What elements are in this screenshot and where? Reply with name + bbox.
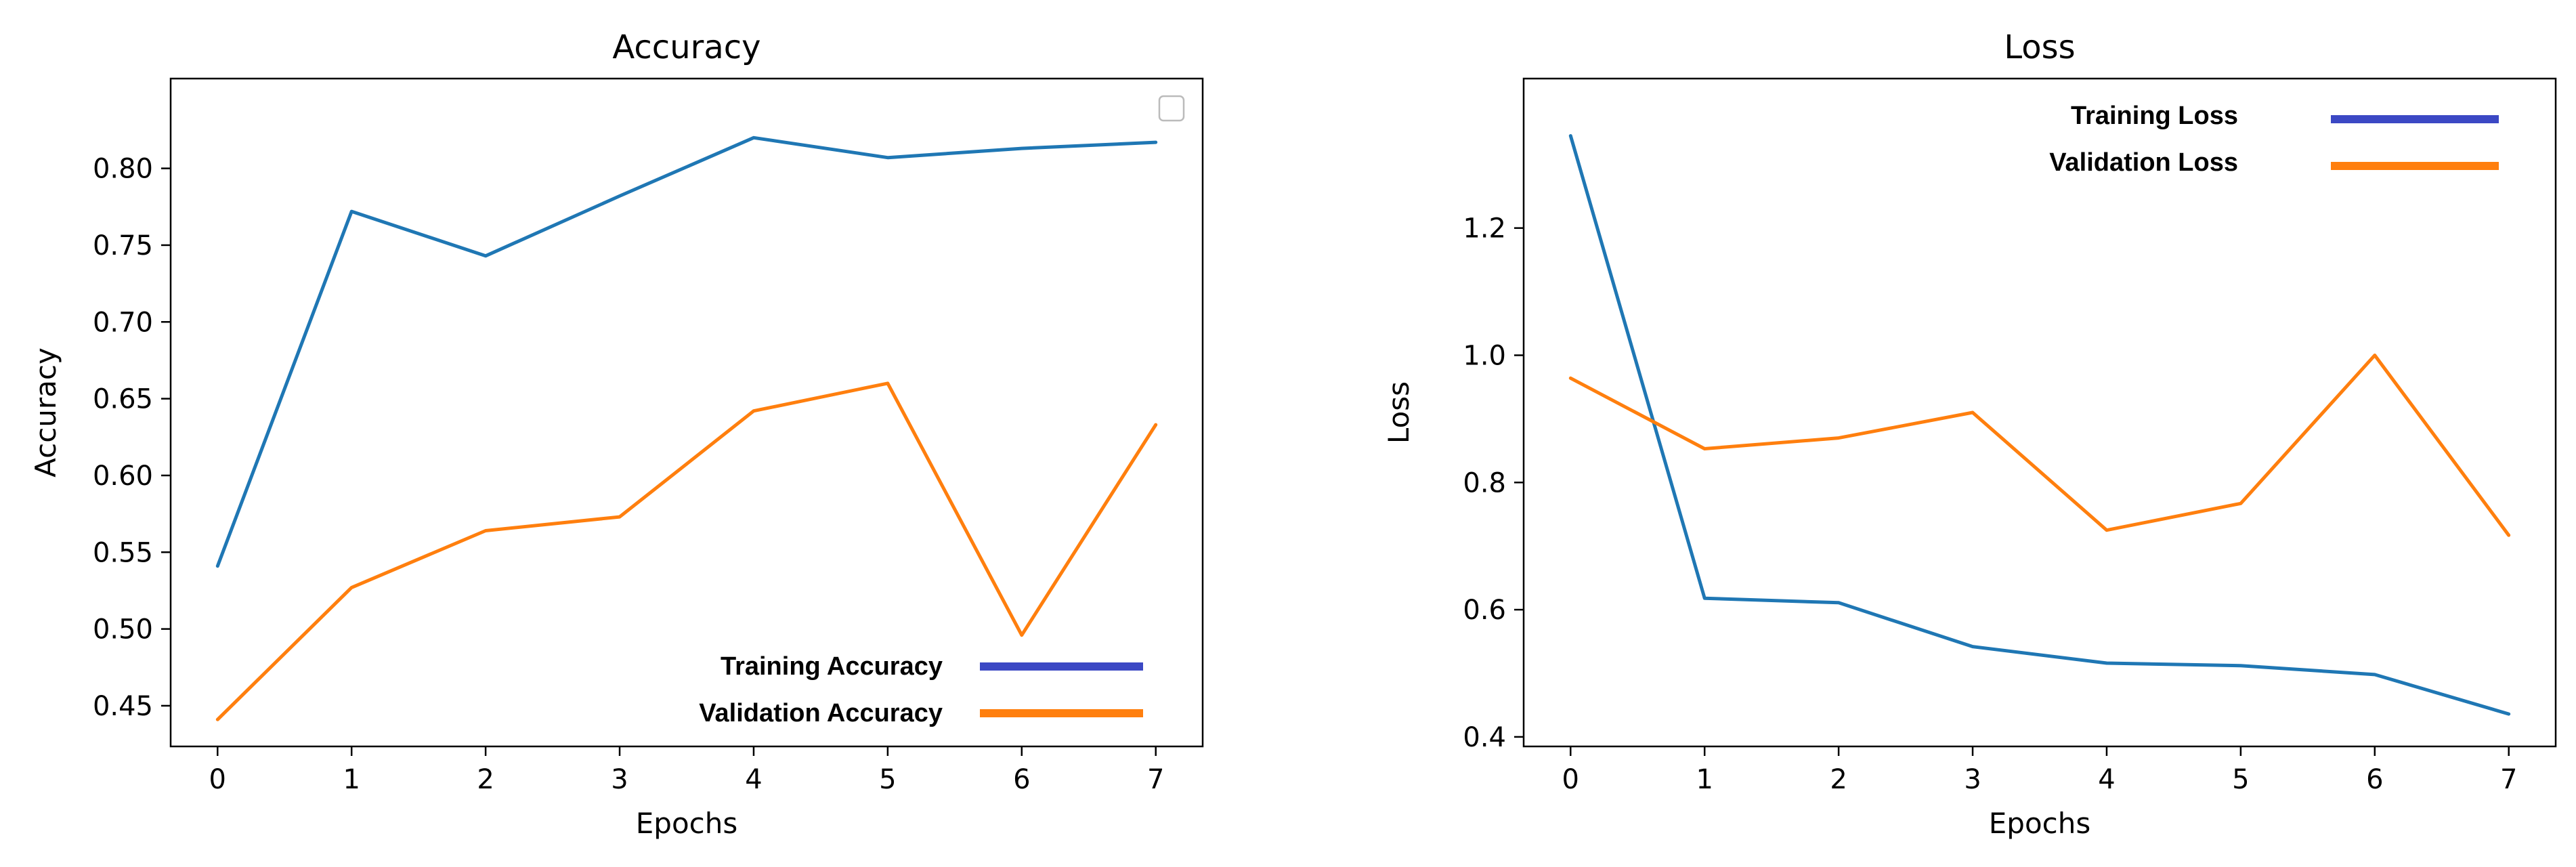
x-tick-label: 5 <box>879 764 896 795</box>
y-tick-label: 0.70 <box>93 307 153 338</box>
x-tick-label: 0 <box>209 764 226 795</box>
legend: Training Loss Validation Loss <box>2049 102 2499 177</box>
x-tick-label: 2 <box>1830 764 1847 795</box>
validation-accuracy-line <box>215 381 1158 721</box>
y-tick-label: 0.80 <box>93 154 153 185</box>
y-axis-label: Accuracy <box>29 347 62 478</box>
x-tick-label: 0 <box>1562 764 1579 795</box>
y-tick-label: 1.2 <box>1463 213 1506 245</box>
x-tick-label: 7 <box>2500 764 2517 795</box>
y-tick-label: 0.65 <box>93 384 153 415</box>
y-tick-label: 1.0 <box>1463 340 1506 371</box>
y-tick-label: 0.6 <box>1463 595 1506 626</box>
x-tick-label: 6 <box>2366 764 2383 795</box>
loss-chart: Loss 0 1 2 3 4 5 6 7 0.4 0.6 0.8 1.0 1.2 Epochs Loss Tra… <box>1382 28 2557 840</box>
x-tick-label: 3 <box>611 764 628 795</box>
x-axis-label: Epochs <box>636 807 738 840</box>
validation-loss-legend-label: Validation Loss <box>2049 148 2238 177</box>
legend: Training Accuracy Validation Accuracy <box>699 652 1143 727</box>
accuracy-chart: Accuracy 0 1 2 3 4 5 6 7 0.45 0.50 0.55 0.60 0.65 0.70… <box>29 28 1204 840</box>
training-loss-legend-label: Training Loss <box>2071 102 2238 130</box>
empty-legend-box <box>1158 95 1185 122</box>
y-axis-label: Loss <box>1382 381 1415 444</box>
plot-frame <box>169 77 1204 748</box>
chart-title: Loss <box>2004 28 2075 66</box>
training-loss-line <box>1568 134 2511 716</box>
x-axis-label: Epochs <box>1989 807 2091 840</box>
validation-accuracy-legend-label: Validation Accuracy <box>699 699 943 727</box>
y-tick-label: 0.45 <box>93 691 153 722</box>
x-tick-label: 6 <box>1013 764 1030 795</box>
x-tick-label: 7 <box>1147 764 1164 795</box>
plot-frame <box>1522 77 2557 748</box>
y-tick-label: 0.8 <box>1463 467 1506 499</box>
y-tick-label: 0.50 <box>93 614 153 646</box>
training-accuracy-line <box>215 135 1158 568</box>
y-tick-label: 0.75 <box>93 230 153 261</box>
validation-loss-line <box>1568 354 2511 537</box>
chart-title: Accuracy <box>612 28 760 66</box>
x-tick-label: 5 <box>2232 764 2249 795</box>
x-tick-label: 3 <box>1964 764 1981 795</box>
training-accuracy-legend-label: Training Accuracy <box>721 652 943 681</box>
y-tick-label: 0.4 <box>1463 722 1506 753</box>
x-tick-label: 1 <box>1696 764 1713 795</box>
x-tick-label: 1 <box>343 764 360 795</box>
x-tick-label: 4 <box>745 764 762 795</box>
x-tick-label: 2 <box>477 764 494 795</box>
y-tick-label: 0.55 <box>93 537 153 568</box>
y-tick-label: 0.60 <box>93 461 153 492</box>
x-tick-label: 4 <box>2098 764 2115 795</box>
